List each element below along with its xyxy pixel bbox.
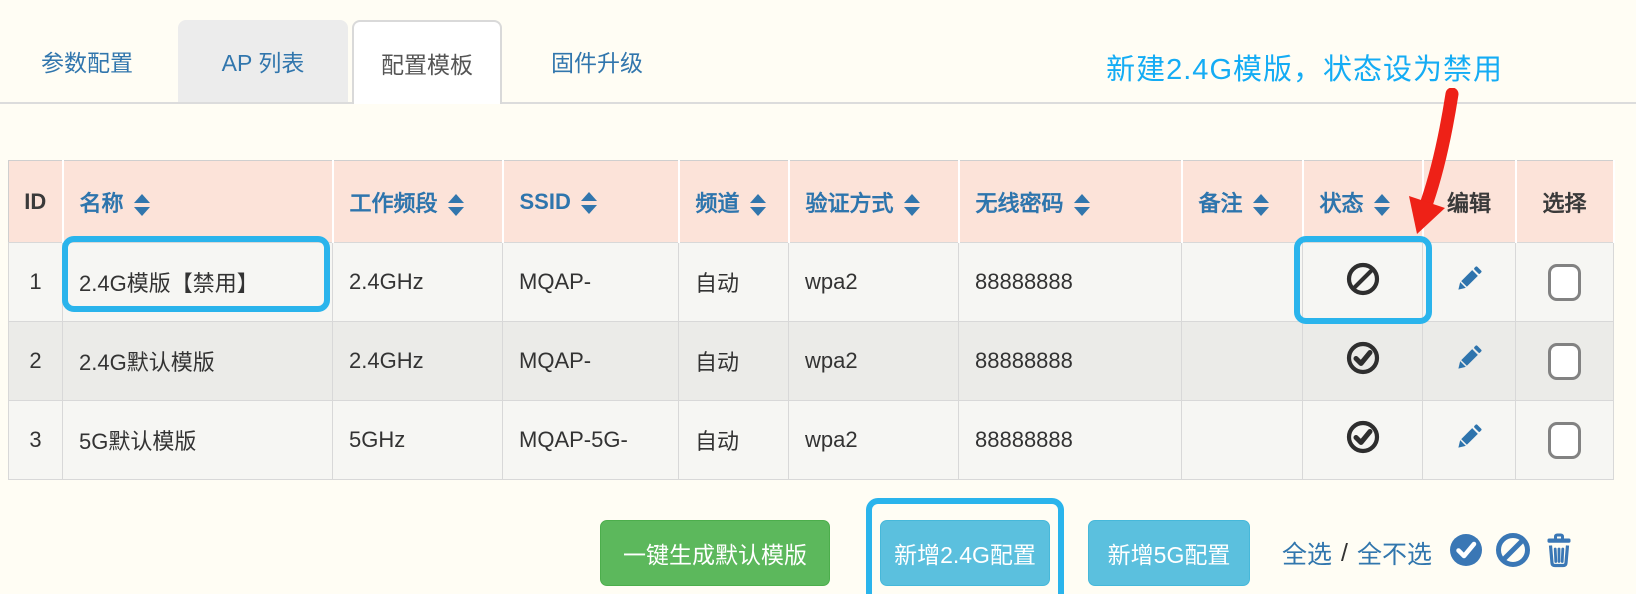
tab-bar: 参数配置 AP 列表 配置模板 固件升级 (0, 20, 1636, 104)
table-header-row: ID 名称 工作频段 SSID 频道 验证方式 无线密码 备注 状态 编辑 选择 (8, 160, 1615, 243)
row-auth: wpa2 (788, 242, 959, 322)
bulk-actions: 全选 / 全不选 (1282, 524, 1577, 582)
sort-icon (749, 193, 766, 216)
row-checkbox[interactable] (1548, 421, 1581, 459)
col-select: 选择 (1515, 160, 1615, 243)
row-channel: 自动 (678, 242, 789, 322)
sort-icon (1073, 193, 1090, 216)
trash-icon[interactable] (1541, 532, 1577, 575)
tab-label: AP 列表 (221, 50, 305, 76)
row-remark (1181, 400, 1303, 480)
row-auth: wpa2 (788, 321, 959, 401)
generate-default-template-button[interactable]: 一键生成默认模版 (600, 520, 830, 586)
sort-icon (1373, 193, 1390, 216)
row-ssid: MQAP- (502, 242, 679, 322)
tab-label: 固件升级 (551, 50, 643, 76)
col-password[interactable]: 无线密码 (958, 160, 1183, 243)
row-band: 5GHz (332, 400, 503, 480)
row-checkbox[interactable] (1548, 263, 1581, 301)
sort-icon (447, 193, 464, 216)
row-auth: wpa2 (788, 400, 959, 480)
annotation-highlight-name-cell (62, 236, 330, 312)
add-5g-config-button[interactable]: 新增5G配置 (1088, 520, 1250, 586)
row-band: 2.4GHz (332, 242, 503, 322)
table-row: 3 5G默认模版 5GHz MQAP-5G- 自动 wpa2 88888888 (8, 400, 1614, 480)
col-auth[interactable]: 验证方式 (788, 160, 960, 243)
row-remark (1181, 321, 1303, 401)
sort-icon (580, 191, 597, 214)
tab-ap-list[interactable]: AP 列表 (178, 20, 348, 102)
tab-config-template[interactable]: 配置模板 (352, 20, 502, 104)
config-template-table: ID 名称 工作频段 SSID 频道 验证方式 无线密码 备注 状态 编辑 选择… (8, 160, 1615, 480)
ban-icon[interactable] (1494, 531, 1532, 576)
table-row: 2 2.4G默认模版 2.4GHz MQAP- 自动 wpa2 88888888 (8, 321, 1614, 401)
row-password: 88888888 (958, 321, 1182, 401)
row-name: 5G默认模版 (62, 400, 333, 480)
row-id: 3 (8, 400, 63, 480)
select-none-link[interactable]: 全不选 (1356, 541, 1432, 569)
pencil-icon[interactable] (1451, 340, 1487, 382)
row-band: 2.4GHz (332, 321, 503, 401)
check-circle-solid-icon[interactable] (1447, 531, 1485, 576)
row-password: 88888888 (958, 242, 1182, 322)
col-id: ID (8, 160, 64, 243)
row-password: 88888888 (958, 400, 1182, 480)
col-name[interactable]: 名称 (62, 160, 334, 243)
tab-label: 配置模板 (381, 52, 473, 78)
sort-icon (133, 193, 150, 216)
check-circle-icon[interactable] (1344, 418, 1382, 462)
ban-icon[interactable] (1344, 260, 1382, 304)
tab-parameter-config[interactable]: 参数配置 (12, 20, 162, 102)
col-ssid[interactable]: SSID (502, 160, 680, 243)
row-ssid: MQAP-5G- (502, 400, 679, 480)
col-status[interactable]: 状态 (1302, 160, 1424, 243)
sort-icon (903, 193, 920, 216)
row-channel: 自动 (678, 321, 789, 401)
row-ssid: MQAP- (502, 321, 679, 401)
sort-icon (1252, 193, 1269, 216)
col-band[interactable]: 工作频段 (332, 160, 504, 243)
add-24g-config-button[interactable]: 新增2.4G配置 (880, 520, 1050, 586)
pencil-icon[interactable] (1451, 261, 1487, 303)
row-remark (1181, 242, 1303, 322)
row-checkbox[interactable] (1548, 342, 1581, 380)
row-id: 2 (8, 321, 63, 401)
annotation-arrow (1409, 88, 1459, 234)
separator: / (1341, 538, 1348, 567)
row-id: 1 (8, 242, 63, 322)
col-channel[interactable]: 频道 (678, 160, 790, 243)
row-channel: 自动 (678, 400, 789, 480)
row-name: 2.4G默认模版 (62, 321, 333, 401)
select-all-link[interactable]: 全选 (1282, 541, 1333, 569)
col-remark[interactable]: 备注 (1181, 160, 1304, 243)
check-circle-icon[interactable] (1344, 339, 1382, 383)
pencil-icon[interactable] (1451, 419, 1487, 461)
tab-firmware-upgrade[interactable]: 固件升级 (532, 20, 662, 102)
annotation-highlight-status-cell (1294, 236, 1432, 324)
tab-label: 参数配置 (41, 50, 133, 76)
annotation-highlight-add-24g-button (866, 498, 1064, 594)
annotation-text: 新建2.4G模版，状态设为禁用 (1106, 54, 1503, 86)
